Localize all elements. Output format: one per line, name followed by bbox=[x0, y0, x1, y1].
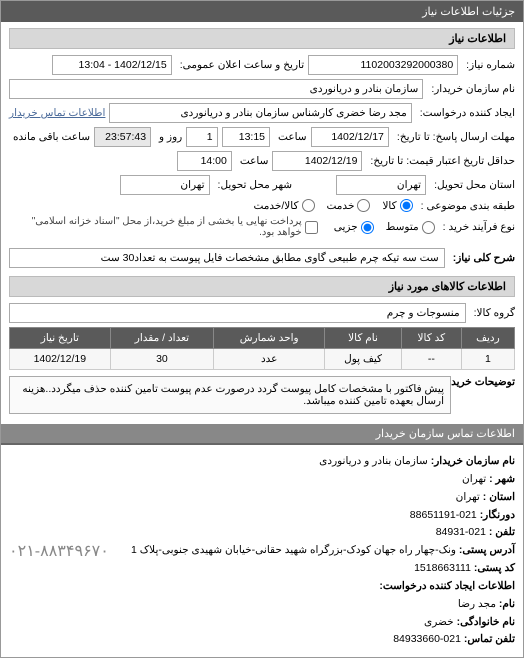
page-header: جزئیات اطلاعات نیاز bbox=[1, 1, 523, 22]
f-city-label: شهر : bbox=[489, 473, 515, 485]
f-fax-label: دورنگار: bbox=[480, 509, 515, 521]
announce-field: 1402/12/15 - 13:04 bbox=[52, 55, 172, 75]
td-5: 1402/12/19 bbox=[10, 349, 111, 370]
f-family-label: نام خانوادگی: bbox=[457, 616, 515, 628]
delivery-city-field: تهران bbox=[120, 175, 210, 195]
footer-info: نام سازمان خریدار: سازمان بنادر و دریانو… bbox=[1, 443, 523, 657]
f-state-label: استان : bbox=[483, 491, 515, 503]
days-field: 1 bbox=[186, 127, 217, 147]
radio-goods-input[interactable] bbox=[400, 199, 413, 212]
table-header-row: ردیف کد کالا نام کالا واحد شمارش تعداد /… bbox=[10, 328, 515, 349]
th-3: واحد شمارش bbox=[214, 328, 325, 349]
footer-header: اطلاعات تماس سازمان خریدار bbox=[1, 424, 523, 443]
deadline-label: مهلت ارسال پاسخ: تا تاریخ: bbox=[393, 131, 515, 143]
validity-date-field: 1402/12/19 bbox=[272, 151, 362, 171]
deadline-time-label: ساعت bbox=[274, 131, 307, 143]
partial-pay-check[interactable]: پرداخت نهایی یا بخشی از مبلغ خرید،از محل… bbox=[9, 216, 318, 238]
radio-both-input[interactable] bbox=[302, 199, 315, 212]
delivery-state-label: استان محل تحویل: bbox=[430, 179, 515, 191]
side-phone: ۰۲۱-۸۸۳۴۹۶۷۰ bbox=[9, 538, 109, 565]
radio-service-input[interactable] bbox=[357, 199, 370, 212]
request-no-field: 1102003292000380 bbox=[308, 55, 458, 75]
goods-section-title: اطلاعات کالاهای مورد نیاز bbox=[9, 276, 515, 297]
request-no-label: شماره نیاز: bbox=[462, 59, 515, 71]
validity-time-field: 14:00 bbox=[177, 151, 232, 171]
f-address: ونک-چهار راه جهان کودک-بزرگراه شهید حقان… bbox=[131, 544, 456, 556]
td-1: -- bbox=[401, 349, 461, 370]
f-city: تهران bbox=[462, 473, 486, 485]
creator-label: ایجاد کننده درخواست: bbox=[416, 107, 515, 119]
buyer-org-field: سازمان بنادر و دریانوردی bbox=[9, 79, 423, 99]
radio-small[interactable]: جزیی bbox=[334, 221, 374, 234]
notes-box: پیش فاکتور با مشخصات کامل پیوست گردد درص… bbox=[9, 376, 451, 414]
f-state: تهران bbox=[456, 491, 480, 503]
f-fax: 021-88651191 bbox=[410, 509, 477, 521]
f-name-label: نام: bbox=[499, 598, 515, 610]
f-cphone: 021-84933660 bbox=[393, 633, 461, 645]
th-5: تاریخ نیاز bbox=[10, 328, 111, 349]
f-org-label: نام سازمان خریدار: bbox=[431, 455, 515, 467]
panel-title: اطلاعات نیاز bbox=[9, 28, 515, 49]
contact-link[interactable]: اطلاعات تماس خریدار bbox=[9, 107, 105, 119]
group-label: گروه کالا: bbox=[470, 307, 515, 319]
main-container: جزئیات اطلاعات نیاز اطلاعات نیاز شماره ن… bbox=[0, 0, 524, 658]
f-postal: 1518663111 bbox=[414, 562, 471, 574]
process-radio-group: متوسط جزیی bbox=[334, 221, 435, 234]
f-name: مجد رضا bbox=[458, 598, 496, 610]
delivery-city-label: شهر محل تحویل: bbox=[214, 179, 293, 191]
th-1: کد کالا bbox=[401, 328, 461, 349]
f-postal-label: کد پستی: bbox=[474, 562, 515, 574]
radio-goods[interactable]: کالا bbox=[382, 199, 412, 212]
buyer-org-label: نام سازمان خریدار: bbox=[427, 83, 515, 95]
f-phone-label: تلفن : bbox=[489, 526, 515, 538]
td-3: عدد bbox=[214, 349, 325, 370]
radio-both[interactable]: کالا/خدمت bbox=[253, 199, 314, 212]
f-phone: 021-84931 bbox=[436, 526, 486, 538]
category-radio-group: کالا خدمت کالا/خدمت bbox=[253, 199, 412, 212]
desc-field: ست سه تیکه چرم طبیعی گاوی مطابق مشخصات ف… bbox=[9, 248, 445, 268]
delivery-state-field: تهران bbox=[336, 175, 426, 195]
th-4: تعداد / مقدار bbox=[110, 328, 213, 349]
process-label: نوع فرآیند خرید : bbox=[439, 221, 515, 233]
td-0: 1 bbox=[461, 349, 514, 370]
notes-label: توضیحات خریدار: bbox=[455, 376, 515, 388]
f-org: سازمان بنادر و دریانوردی bbox=[319, 455, 428, 467]
validity-time-label: ساعت bbox=[236, 155, 269, 167]
radio-small-input[interactable] bbox=[361, 221, 374, 234]
f-cphone-label: تلفن تماس: bbox=[464, 633, 515, 645]
f-creator-info-label: اطلاعات ایجاد کننده درخواست: bbox=[379, 580, 515, 592]
remain-label: ساعت باقی مانده bbox=[9, 131, 90, 143]
days-label: روز و bbox=[155, 131, 182, 143]
announce-label: تاریخ و ساعت اعلان عمومی: bbox=[176, 59, 304, 71]
deadline-date-field: 1402/12/17 bbox=[311, 127, 389, 147]
radio-service[interactable]: خدمت bbox=[327, 199, 371, 212]
creator-field: مجد رضا خضری کارشناس سازمان بنادر و دریا… bbox=[109, 103, 411, 123]
f-address-label: آدرس پستی: bbox=[459, 544, 515, 556]
radio-mid-input[interactable] bbox=[422, 221, 435, 234]
validity-label: حداقل تاریخ اعتبار قیمت: تا تاریخ: bbox=[366, 155, 515, 167]
remain-time-field: 23:57:43 bbox=[94, 127, 151, 147]
radio-mid[interactable]: متوسط bbox=[386, 221, 435, 234]
desc-label: شرح کلی نیاز: bbox=[449, 252, 515, 264]
goods-table: ردیف کد کالا نام کالا واحد شمارش تعداد /… bbox=[9, 327, 515, 370]
td-2: کیف پول bbox=[325, 349, 402, 370]
table-row: 1 -- کیف پول عدد 30 1402/12/19 bbox=[10, 349, 515, 370]
th-2: نام کالا bbox=[325, 328, 402, 349]
partial-pay-checkbox[interactable] bbox=[305, 221, 318, 234]
budget-label: طبقه بندی موضوعی : bbox=[417, 200, 515, 212]
td-4: 30 bbox=[110, 349, 213, 370]
th-0: ردیف bbox=[461, 328, 514, 349]
deadline-time-field: 13:15 bbox=[222, 127, 270, 147]
f-family: خضری bbox=[424, 616, 454, 628]
group-field: منسوجات و چرم bbox=[9, 303, 466, 323]
